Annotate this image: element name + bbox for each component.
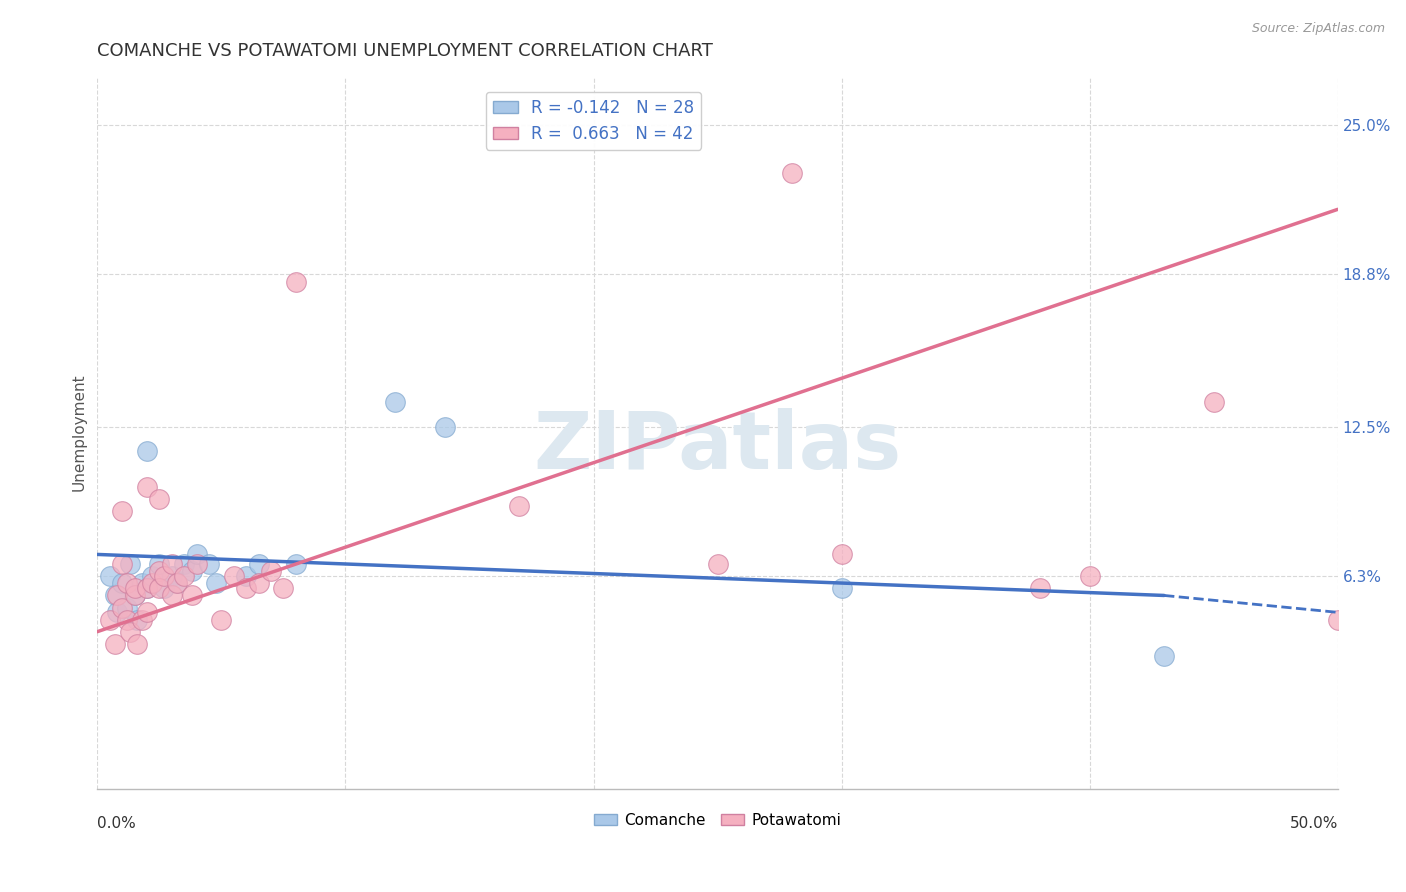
Point xyxy=(153,569,176,583)
Point xyxy=(186,557,208,571)
Text: 50.0%: 50.0% xyxy=(1289,815,1337,830)
Point xyxy=(105,589,128,603)
Point xyxy=(1202,395,1225,409)
Point xyxy=(235,581,257,595)
Point xyxy=(1029,581,1052,595)
Text: ZIPatlas: ZIPatlas xyxy=(533,408,901,486)
Point xyxy=(173,557,195,571)
Point xyxy=(186,548,208,562)
Point xyxy=(205,576,228,591)
Point xyxy=(131,613,153,627)
Point xyxy=(198,557,221,571)
Point xyxy=(1153,648,1175,663)
Point xyxy=(433,419,456,434)
Point xyxy=(136,605,159,619)
Point xyxy=(831,581,853,595)
Point xyxy=(98,613,121,627)
Point xyxy=(780,166,803,180)
Text: COMANCHE VS POTAWATOMI UNEMPLOYMENT CORRELATION CHART: COMANCHE VS POTAWATOMI UNEMPLOYMENT CORR… xyxy=(97,42,713,60)
Point xyxy=(111,557,134,571)
Point xyxy=(180,589,202,603)
Point xyxy=(111,504,134,518)
Point xyxy=(111,576,134,591)
Point xyxy=(124,581,146,595)
Y-axis label: Unemployment: Unemployment xyxy=(72,374,86,491)
Point xyxy=(173,569,195,583)
Legend: Comanche, Potawatomi: Comanche, Potawatomi xyxy=(588,807,848,834)
Point xyxy=(284,275,307,289)
Point xyxy=(148,557,170,571)
Point xyxy=(136,581,159,595)
Point xyxy=(222,569,245,583)
Point xyxy=(209,613,232,627)
Point xyxy=(131,576,153,591)
Point xyxy=(831,548,853,562)
Point xyxy=(125,637,148,651)
Point xyxy=(115,600,138,615)
Point xyxy=(384,395,406,409)
Point xyxy=(508,499,530,513)
Point xyxy=(118,557,141,571)
Point xyxy=(148,491,170,506)
Point xyxy=(104,637,127,651)
Point xyxy=(98,569,121,583)
Point xyxy=(111,600,134,615)
Text: 0.0%: 0.0% xyxy=(97,815,136,830)
Point xyxy=(235,569,257,583)
Point xyxy=(284,557,307,571)
Point xyxy=(124,589,146,603)
Point xyxy=(141,576,163,591)
Point xyxy=(118,624,141,639)
Text: Source: ZipAtlas.com: Source: ZipAtlas.com xyxy=(1251,22,1385,36)
Point xyxy=(273,581,295,595)
Point xyxy=(136,480,159,494)
Point xyxy=(105,605,128,619)
Point xyxy=(153,581,176,595)
Point xyxy=(148,565,170,579)
Point xyxy=(141,569,163,583)
Point xyxy=(1326,613,1348,627)
Point xyxy=(247,557,270,571)
Point xyxy=(115,576,138,591)
Point xyxy=(160,569,183,583)
Point xyxy=(148,581,170,595)
Point xyxy=(160,589,183,603)
Point xyxy=(247,576,270,591)
Point xyxy=(260,565,283,579)
Point xyxy=(136,581,159,595)
Point xyxy=(180,565,202,579)
Point xyxy=(104,589,127,603)
Point xyxy=(706,557,728,571)
Point xyxy=(166,576,188,591)
Point xyxy=(1078,569,1101,583)
Point xyxy=(124,589,146,603)
Point xyxy=(166,576,188,591)
Point xyxy=(125,613,148,627)
Point xyxy=(115,613,138,627)
Point xyxy=(160,557,183,571)
Point xyxy=(136,443,159,458)
